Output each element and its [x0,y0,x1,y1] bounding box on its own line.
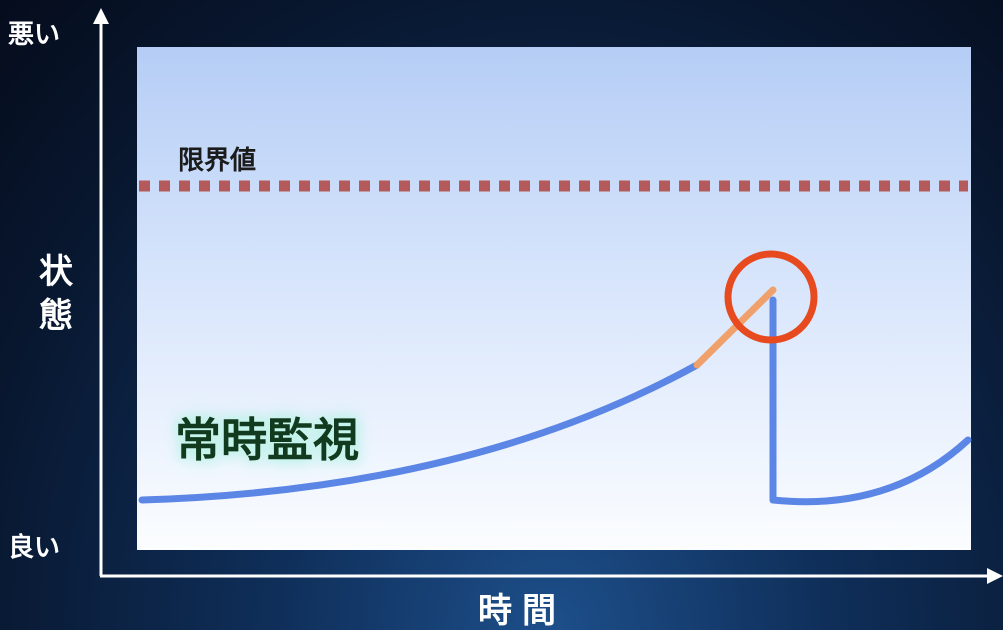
y-axis-title: 状 態 [36,250,76,338]
state-curve-rising [138,361,701,504]
y-axis-top-label: 悪い [8,20,61,50]
x-axis-title: 時間 [478,591,566,630]
y-axis-arrowhead [93,8,109,24]
continuous-monitoring-label: 常時監視 [175,413,359,467]
detection-highlight-circle [724,250,818,344]
y-axis-title-char-2: 態 [39,296,73,336]
state-curve-warning-segment [693,286,777,369]
state-curve-after-intervention [769,436,972,506]
threshold-label: 限界値 [178,146,257,176]
y-axis-bottom-label: 良い [8,533,61,563]
plot-area [137,47,971,550]
y-axis-title-char-1: 状 [39,252,73,292]
x-axis-arrowhead [987,568,1003,584]
